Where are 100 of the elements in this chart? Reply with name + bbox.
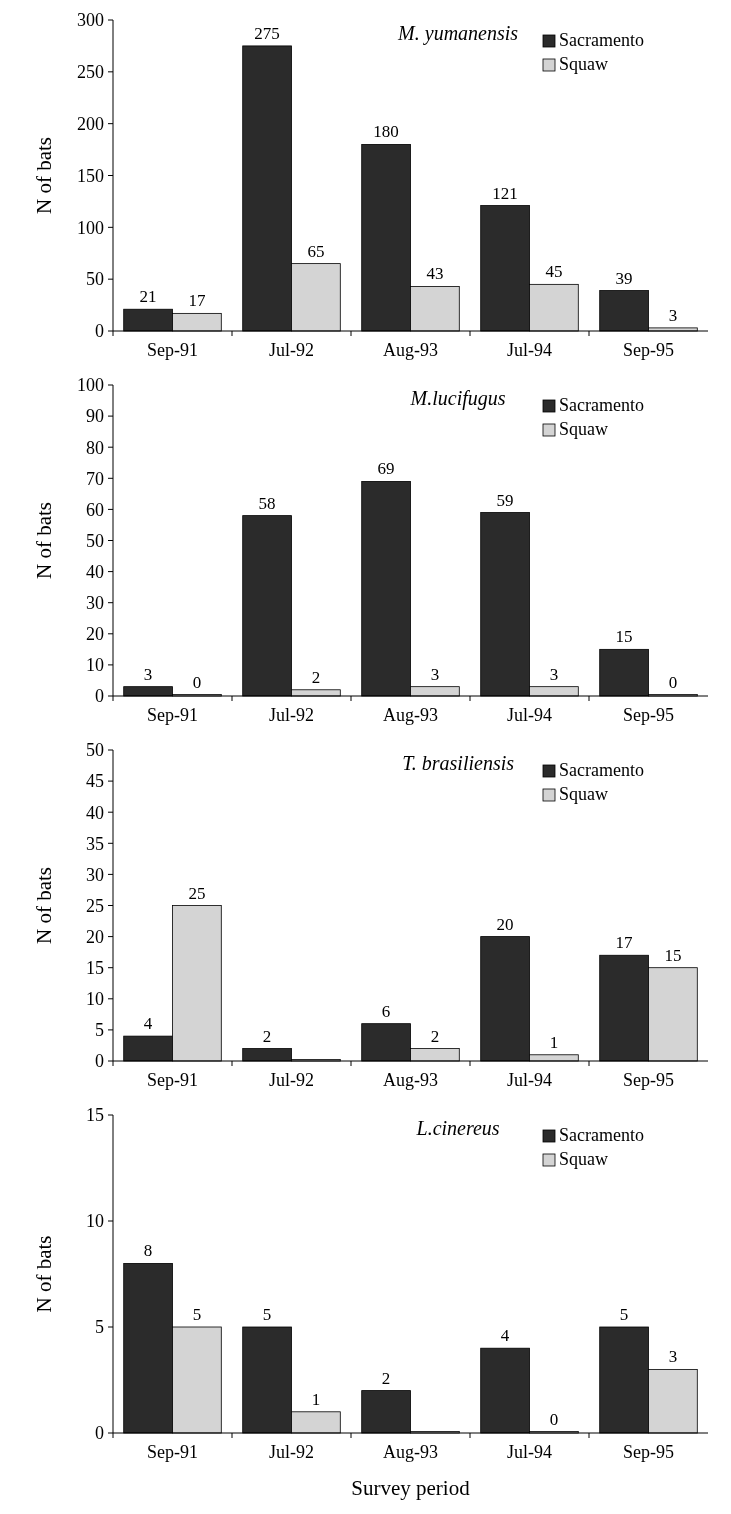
chart-title: M. yumanensis [397,22,519,45]
y-tick-label: 150 [77,165,104,186]
y-tick-label: 30 [86,593,104,613]
legend-label: Squaw [559,784,608,804]
data-label: 180 [373,122,399,142]
legend-label: Sacramento [559,1125,644,1145]
x-tick-label: Sep-95 [623,1442,674,1462]
x-tick-label: Sep-95 [623,1070,674,1090]
legend-label: Sacramento [559,395,644,415]
x-tick-label: Sep-95 [623,340,674,360]
y-tick-label: 80 [86,437,104,458]
x-tick-label: Sep-91 [147,705,198,725]
y-tick-label: 35 [86,833,104,854]
legend-label: Squaw [559,54,608,74]
data-label: 39 [615,268,633,288]
y-tick-label: 15 [86,1105,104,1126]
data-label: 3 [430,664,440,684]
y-tick-label: 40 [86,802,104,823]
chart-title: T. brasiliensis [402,752,515,774]
data-label: 17 [188,291,206,311]
x-axis-title: Survey period [351,1476,471,1500]
y-tick-label: 50 [86,530,104,551]
data-label: 2 [262,1026,272,1046]
data-label: 45 [545,262,563,282]
x-tick-label: Jul-94 [507,340,552,360]
x-tick-label: Sep-91 [147,340,198,360]
y-tick-label: 70 [86,468,104,489]
x-tick-label: Jul-92 [269,340,314,360]
data-label: 3 [143,664,153,684]
data-label: 2 [311,667,321,687]
chart-title: L.cinereus [415,1117,500,1139]
data-label: 15 [664,945,682,965]
y-tick-label: 5 [95,1317,104,1338]
data-label: 2 [430,1026,440,1046]
data-label: 1 [549,1032,559,1052]
y-tick-label: 0 [95,1423,104,1444]
legend-label: Squaw [559,419,608,439]
y-tick-label: 90 [86,406,104,427]
x-tick-label: Jul-92 [269,1442,314,1462]
data-label: 3 [668,1347,678,1367]
data-label: 121 [492,183,518,203]
data-label: 58 [258,493,276,513]
y-tick-label: 50 [86,740,104,761]
y-tick-label: 60 [86,499,104,520]
x-tick-label: Aug-93 [383,1070,438,1090]
y-tick-label: 30 [86,864,104,885]
data-label: 3 [549,664,559,684]
data-label: 2 [381,1368,391,1388]
data-label: 4 [500,1326,510,1346]
data-label: 0 [668,672,678,692]
y-tick-label: 50 [86,269,104,290]
data-label: 21 [139,287,157,307]
x-tick-label: Aug-93 [383,1442,438,1462]
y-tick-label: 15 [86,958,104,978]
legend-label: Squaw [559,1149,608,1169]
data-label: 3 [668,305,678,325]
data-label: 59 [496,490,514,510]
data-label: 0 [192,672,202,692]
x-tick-label: Aug-93 [383,705,438,725]
data-label: 6 [381,1001,391,1021]
y-tick-label: 40 [86,561,104,582]
y-axis-title: N of bats [32,137,56,214]
y-tick-label: 300 [77,10,104,31]
data-label: 65 [307,241,325,261]
y-tick-label: 0 [95,1051,104,1072]
x-tick-label: Jul-94 [507,1070,552,1090]
y-tick-label: 100 [77,375,104,396]
y-tick-label: 45 [86,771,104,792]
x-tick-label: Sep-95 [623,705,674,725]
y-tick-label: 250 [77,62,104,83]
data-label: 20 [496,914,514,934]
data-label: 15 [615,627,633,647]
x-tick-label: Sep-91 [147,1442,198,1462]
data-label: 5 [262,1305,272,1324]
y-tick-label: 100 [77,217,104,238]
y-axis-title: N of bats [32,1235,56,1313]
data-label: 25 [188,883,206,903]
data-label: 8 [143,1241,153,1261]
y-tick-label: 0 [95,321,104,342]
data-label: 1 [311,1389,321,1409]
data-label: 5 [619,1305,629,1324]
y-axis-title: N of bats [32,502,56,579]
data-label: 5 [192,1305,202,1324]
x-tick-label: Sep-91 [147,1070,198,1090]
x-tick-label: Jul-94 [507,705,552,725]
data-label: 0 [549,1409,559,1429]
y-tick-label: 10 [86,989,104,1010]
legend-label: Sacramento [559,760,644,780]
chart-title: M.lucifugus [409,387,506,410]
data-label: 43 [426,264,444,284]
y-tick-label: 10 [86,1211,104,1232]
x-tick-label: Jul-94 [507,1442,552,1462]
x-tick-label: Aug-93 [383,340,438,360]
data-label: 69 [377,459,395,479]
legend-label: Sacramento [559,30,644,50]
y-tick-label: 10 [86,655,104,676]
data-label: 17 [615,933,634,953]
y-tick-label: 0 [95,686,104,707]
data-label: 4 [143,1014,153,1034]
y-tick-label: 20 [86,926,104,947]
